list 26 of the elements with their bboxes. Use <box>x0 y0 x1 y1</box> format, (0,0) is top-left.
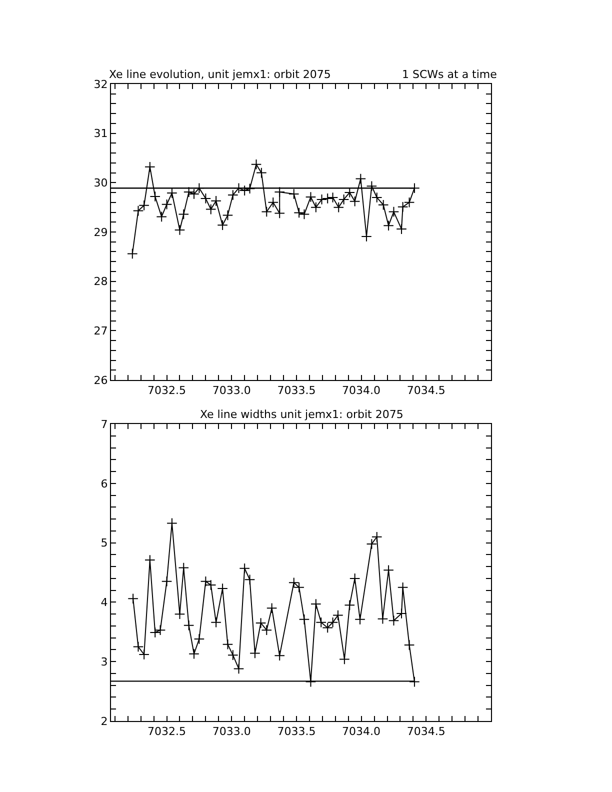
y-tick-label: 30 <box>94 176 108 190</box>
y-tick-label: 3 <box>100 655 108 668</box>
y-tick-label: 31 <box>94 127 108 140</box>
y-tick-label: 5 <box>100 536 108 550</box>
y-tick-label: 29 <box>94 226 108 239</box>
chart-title: Xe line widths unit jemx1: orbit 2075 <box>200 408 404 421</box>
y-tick-label: 28 <box>94 275 108 288</box>
x-tick-label: 7033.0 <box>212 384 251 398</box>
x-tick-label: 7033.5 <box>277 725 316 738</box>
x-tick-label: 7034.0 <box>342 384 381 398</box>
chart-subtitle: 1 SCWs at a time <box>402 68 498 81</box>
x-tick-label: 7032.5 <box>148 725 186 738</box>
chart-title: Xe line evolution, unit jemx1: orbit 2075 <box>109 68 331 81</box>
y-tick-label: 4 <box>100 596 108 610</box>
x-tick-label: 7034.5 <box>406 384 446 398</box>
x-tick-label: 7034.5 <box>406 725 446 738</box>
y-tick-label: 32 <box>94 78 108 91</box>
x-tick-label: 7033.0 <box>212 725 251 738</box>
x-tick-label: 7032.5 <box>148 384 186 398</box>
x-tick-label: 7033.5 <box>277 384 316 398</box>
y-tick-label: 7 <box>100 418 108 431</box>
y-tick-label: 2 <box>100 714 108 728</box>
y-tick-label: 6 <box>100 477 108 490</box>
y-tick-label: 26 <box>94 374 108 387</box>
y-tick-label: 27 <box>94 324 108 338</box>
x-tick-label: 7034.0 <box>342 725 381 738</box>
